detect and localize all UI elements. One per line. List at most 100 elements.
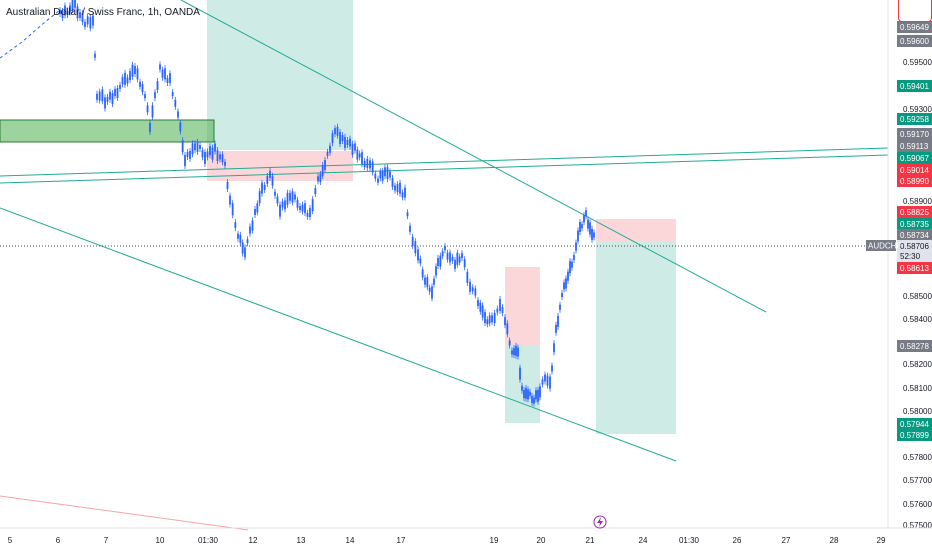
price-tick-label: 0.57700 (903, 476, 932, 485)
candle-body (244, 247, 246, 258)
candle-body (314, 188, 317, 195)
trendline[interactable] (0, 9, 61, 59)
candle-body (71, 0, 74, 10)
candle-body (363, 161, 366, 168)
candle-body (177, 111, 179, 118)
candle-body (204, 152, 206, 164)
candle-body (549, 376, 551, 389)
price-scale[interactable]: 0.59649 0.59600 0.59500 0.59401 0.593000.592… (866, 0, 932, 530)
candle-body (469, 281, 471, 292)
candle-body (294, 194, 296, 200)
price-tick-label: 0.59500 (903, 58, 932, 67)
candle-body (106, 96, 109, 102)
price-tag-label: 0.58706 (900, 242, 929, 251)
candle-body (237, 233, 239, 239)
time-tick-label: 28 (830, 536, 839, 545)
time-tick-label: 21 (586, 536, 595, 545)
time-axis[interactable]: 5 6 7 10 01:30 12 13 14 17 19 20 21 24 01:30 26 27 28 29 (0, 515, 932, 545)
candle-body (444, 246, 446, 251)
candle-body (537, 389, 539, 402)
candle-body (583, 215, 585, 223)
candle-body (146, 105, 149, 113)
candle-body (525, 387, 527, 399)
candle-body (186, 151, 189, 157)
time-tick-label: 17 (397, 536, 406, 545)
candle-body (289, 192, 291, 201)
candle-body (358, 153, 361, 158)
candle-body (159, 64, 161, 70)
candle-body (179, 122, 182, 132)
candle-body (374, 173, 377, 179)
trendline[interactable] (0, 207, 677, 462)
candle-body (553, 343, 555, 353)
position-profit-zone[interactable] (596, 241, 676, 434)
trendline[interactable] (180, 0, 767, 313)
candle-body (258, 191, 261, 204)
time-tick-label: 01:30 (679, 536, 700, 545)
candle-body (439, 255, 442, 267)
candle-body (414, 241, 417, 254)
candle-body (201, 150, 204, 158)
price-tag (897, 418, 932, 430)
supply-zone[interactable] (0, 119, 215, 143)
trendline[interactable] (0, 495, 249, 531)
candle-body (451, 256, 454, 261)
candle-body (384, 167, 386, 177)
price-tag-label: 0.58735 (900, 220, 929, 229)
candle-body (169, 73, 171, 84)
price-tag (897, 128, 932, 140)
position-profit-zone[interactable] (505, 346, 540, 423)
candle-body (141, 84, 144, 93)
candle-body (435, 266, 437, 276)
candle-body (346, 140, 349, 145)
price-series (59, 0, 595, 407)
candle-body (251, 220, 254, 231)
candle-body (299, 206, 301, 210)
candle-body (79, 12, 81, 18)
candle-body (454, 259, 456, 269)
candle-body (256, 203, 259, 213)
candle-body (544, 374, 546, 382)
candle-body (561, 293, 563, 297)
price-tag (897, 240, 932, 252)
candle-body (326, 151, 329, 156)
price-tag (897, 340, 932, 352)
position-loss-zone[interactable] (596, 219, 676, 241)
candle-body (339, 132, 341, 144)
price-tag-label: 0.58990 (900, 177, 929, 186)
position-loss-zone[interactable] (505, 267, 540, 346)
candle-body (559, 304, 561, 310)
time-tick-label: 01:30 (198, 536, 219, 545)
candle-body (111, 93, 114, 105)
candle-body (411, 236, 414, 246)
trendline[interactable] (0, 154, 889, 184)
drawing-layer[interactable] (0, 0, 889, 531)
lightning-icon[interactable] (593, 515, 607, 529)
candle-body (409, 225, 411, 232)
price-tag (897, 80, 932, 92)
candle-body (555, 324, 557, 333)
alert-indicator-button[interactable] (898, 0, 932, 22)
candle-body (281, 201, 284, 208)
candle-body (515, 345, 517, 356)
candle-body (565, 278, 567, 289)
price-tag-label: 0.58613 (900, 264, 929, 273)
candle-body (557, 315, 559, 327)
candle-body (154, 92, 156, 99)
price-tick-label: 0.58900 (903, 197, 932, 206)
candle-body (216, 150, 219, 162)
candle-body (194, 143, 196, 151)
position-profit-zone[interactable] (207, 0, 353, 150)
candle-body (211, 147, 214, 160)
candle-body (589, 222, 591, 235)
candle-body (241, 242, 244, 254)
candle-body (324, 160, 326, 170)
candle-body (479, 302, 482, 312)
price-tick-label: 0.57800 (903, 453, 932, 462)
trendline[interactable] (0, 147, 889, 177)
price-tick-label: 0.57500 (903, 521, 932, 530)
candle-body (406, 212, 409, 217)
candle-body (274, 191, 276, 196)
